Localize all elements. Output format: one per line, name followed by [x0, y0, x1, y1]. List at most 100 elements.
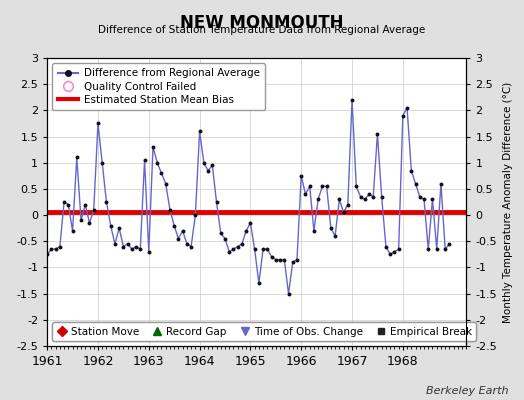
Point	[132, 243, 140, 250]
Point	[47, 246, 56, 252]
Point	[102, 199, 111, 205]
Point	[348, 97, 356, 103]
Point	[326, 225, 335, 231]
Point	[204, 167, 212, 174]
Point	[136, 246, 145, 252]
Point	[68, 228, 77, 234]
Point	[437, 180, 445, 187]
Point	[390, 248, 399, 255]
Point	[90, 207, 98, 213]
Point	[335, 196, 344, 202]
Point	[85, 220, 94, 226]
Point	[81, 202, 90, 208]
Point	[445, 241, 454, 247]
Text: Difference of Station Temperature Data from Regional Average: Difference of Station Temperature Data f…	[99, 25, 425, 35]
Point	[191, 212, 200, 218]
Point	[263, 246, 271, 252]
Point	[441, 246, 450, 252]
Point	[276, 256, 284, 263]
Point	[377, 194, 386, 200]
Point	[424, 246, 432, 252]
Point	[285, 290, 293, 297]
Point	[225, 248, 233, 255]
Point	[250, 246, 259, 252]
Point	[369, 194, 377, 200]
Point	[124, 241, 132, 247]
Point	[322, 183, 331, 190]
Point	[51, 246, 60, 252]
Point	[297, 173, 305, 179]
Point	[221, 236, 229, 242]
Point	[310, 228, 318, 234]
Point	[166, 207, 174, 213]
Point	[195, 128, 204, 134]
Point	[77, 217, 85, 224]
Point	[111, 241, 119, 247]
Point	[187, 243, 195, 250]
Point	[331, 233, 340, 239]
Point	[420, 196, 428, 202]
Point	[407, 167, 416, 174]
Point	[140, 157, 149, 163]
Point	[98, 160, 106, 166]
Point	[255, 280, 263, 286]
Point	[344, 202, 352, 208]
Point	[56, 243, 64, 250]
Point	[153, 160, 161, 166]
Point	[242, 228, 250, 234]
Point	[399, 112, 407, 119]
Point	[271, 256, 280, 263]
Point	[259, 246, 267, 252]
Point	[352, 183, 361, 190]
Point	[128, 246, 136, 252]
Point	[145, 248, 153, 255]
Point	[318, 183, 326, 190]
Point	[157, 170, 166, 176]
Point	[208, 162, 216, 168]
Point	[238, 241, 246, 247]
Point	[381, 243, 390, 250]
Point	[361, 196, 369, 202]
Point	[149, 144, 157, 150]
Legend: Station Move, Record Gap, Time of Obs. Change, Empirical Break: Station Move, Record Gap, Time of Obs. C…	[52, 322, 476, 341]
Point	[200, 160, 208, 166]
Point	[416, 194, 424, 200]
Point	[216, 230, 225, 237]
Point	[115, 225, 123, 231]
Point	[314, 196, 322, 202]
Point	[64, 202, 72, 208]
Point	[395, 246, 403, 252]
Point	[43, 251, 51, 258]
Point	[161, 180, 170, 187]
Point	[106, 222, 115, 229]
Point	[60, 199, 68, 205]
Point	[356, 194, 365, 200]
Point	[293, 256, 301, 263]
Point	[212, 199, 221, 205]
Point	[365, 191, 373, 197]
Text: Berkeley Earth: Berkeley Earth	[426, 386, 508, 396]
Point	[267, 254, 276, 260]
Point	[280, 256, 289, 263]
Point	[183, 241, 191, 247]
Point	[73, 154, 81, 161]
Text: NEW MONMOUTH: NEW MONMOUTH	[180, 14, 344, 32]
Point	[373, 131, 381, 137]
Y-axis label: Monthly Temperature Anomaly Difference (°C): Monthly Temperature Anomaly Difference (…	[503, 81, 512, 323]
Point	[246, 220, 255, 226]
Point	[403, 104, 411, 111]
Point	[170, 222, 178, 229]
Point	[230, 246, 238, 252]
Point	[174, 236, 182, 242]
Point	[386, 251, 395, 258]
Point	[428, 196, 436, 202]
Point	[340, 209, 348, 216]
Point	[119, 243, 127, 250]
Point	[289, 259, 297, 266]
Point	[411, 180, 420, 187]
Point	[94, 120, 102, 127]
Point	[432, 246, 441, 252]
Point	[179, 228, 187, 234]
Point	[301, 191, 310, 197]
Point	[234, 243, 242, 250]
